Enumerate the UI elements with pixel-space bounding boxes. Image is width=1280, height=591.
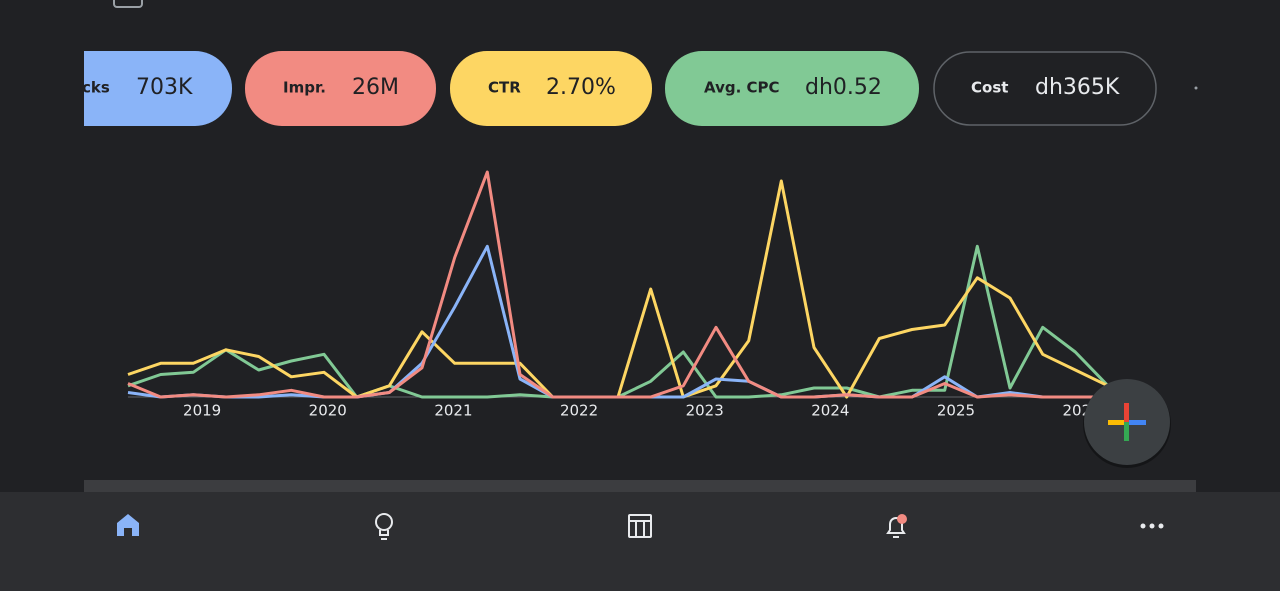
x-tick-label: 2021 <box>434 402 472 420</box>
chip-label: Impr. <box>283 79 326 97</box>
x-tick-label: 2025 <box>937 402 975 420</box>
metric-chip[interactable]: cks 703K <box>30 51 232 126</box>
metric-chip[interactable]: Impr. 26M <box>245 51 436 126</box>
chip-value: 26M <box>352 75 399 100</box>
chip-value: 2.70% <box>546 75 616 100</box>
chip-value: dh0.52 <box>805 75 882 100</box>
nav-campaigns[interactable] <box>628 514 652 538</box>
nav-notifications[interactable] <box>886 514 907 538</box>
bottom-nav <box>0 492 1280 591</box>
chip-bg <box>245 51 436 126</box>
x-tick-label: 2023 <box>686 402 724 420</box>
metric-chip[interactable]: Cost dh365K <box>933 51 1157 126</box>
metric-chip[interactable]: CTR 2.70% <box>450 51 652 126</box>
scroll-strip <box>84 480 1196 492</box>
series-line <box>127 170 1108 399</box>
chip-bg <box>84 51 232 126</box>
top-icon <box>113 0 143 8</box>
chip-label: Cost <box>971 79 1008 97</box>
nav-insights[interactable] <box>375 513 393 540</box>
chip-value: 703K <box>136 75 193 100</box>
x-tick-label: 2019 <box>183 402 221 420</box>
nav-home[interactable] <box>117 514 139 536</box>
series-line <box>127 244 1110 399</box>
chip-bg <box>450 51 652 126</box>
chip-label: CTR <box>488 79 521 97</box>
chart: 2019 2020 2021 2022 2023 2024 2025 2026 <box>127 170 1110 420</box>
more-dot <box>1194 86 1198 90</box>
chip-bg <box>665 51 919 126</box>
chip-label: cks <box>82 79 110 97</box>
x-tick-label: 2022 <box>560 402 598 420</box>
x-tick-label: 2024 <box>811 402 849 420</box>
nav-more[interactable] <box>1140 523 1164 529</box>
chip-value: dh365K <box>1035 75 1120 100</box>
metric-chip[interactable]: Avg. CPC dh0.52 <box>665 51 919 126</box>
fab[interactable] <box>1083 379 1171 468</box>
x-tick-label: 2020 <box>309 402 347 420</box>
chip-bg <box>933 51 1157 126</box>
chip-label: Avg. CPC <box>704 79 780 97</box>
